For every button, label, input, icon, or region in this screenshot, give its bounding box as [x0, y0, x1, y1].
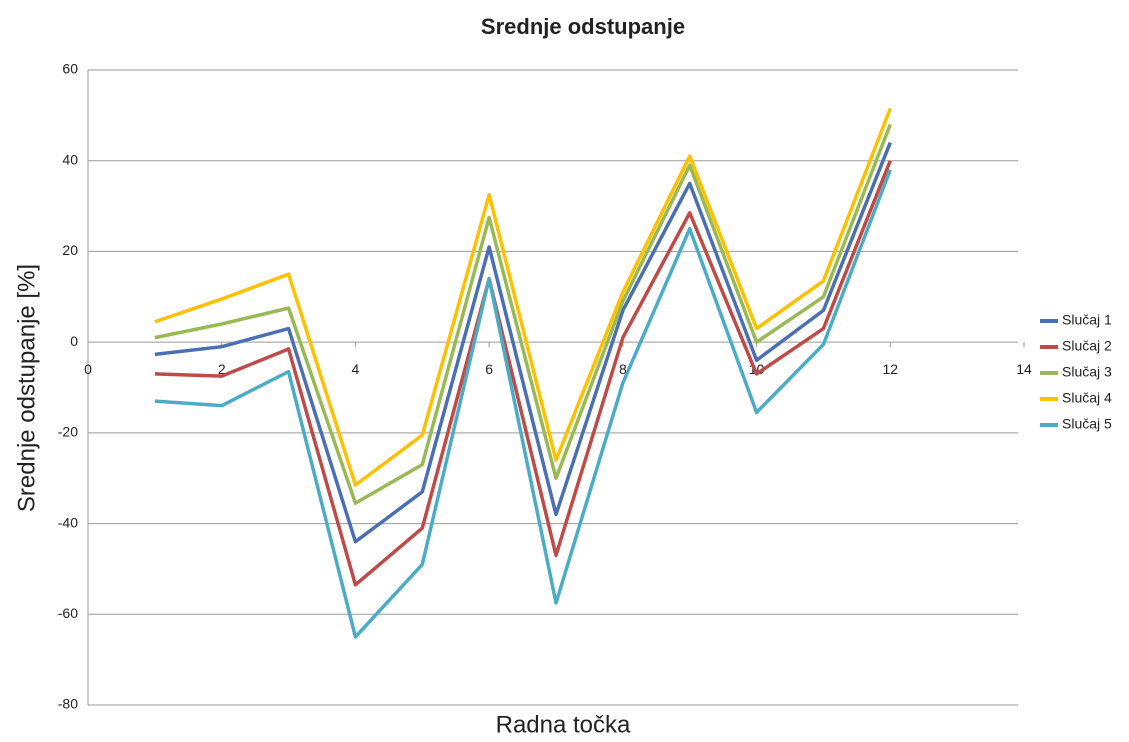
legend-label: Slučaj 2 — [1062, 338, 1112, 354]
y-tick-label: 40 — [62, 151, 78, 167]
series-line — [154, 107, 892, 487]
legend-label: Slučaj 4 — [1062, 390, 1112, 406]
y-tick-label: 0 — [70, 333, 78, 349]
chart-title: Srednje odstupanje — [481, 14, 685, 39]
x-tick-label: 2 — [218, 361, 226, 377]
y-tick-label: -80 — [58, 696, 78, 712]
y-tick-label: 20 — [62, 242, 78, 258]
legend-label: Slučaj 1 — [1062, 312, 1112, 328]
legend-label: Slučaj 3 — [1062, 364, 1112, 380]
series-line — [154, 160, 892, 587]
x-tick-label: 12 — [882, 361, 898, 377]
y-tick-label: -60 — [58, 605, 78, 621]
y-tick-label: -40 — [58, 514, 78, 530]
x-tick-label: 6 — [485, 361, 493, 377]
y-axis-label: Srednje odstupanje [%] — [13, 264, 40, 512]
y-tick-label: 60 — [62, 61, 78, 77]
x-tick-label: 0 — [84, 361, 92, 377]
series-line — [154, 123, 892, 505]
legend-label: Slučaj 5 — [1062, 416, 1112, 432]
series-line — [154, 169, 892, 639]
x-tick-label: 4 — [352, 361, 360, 377]
x-axis-label: Radna točka — [496, 711, 631, 738]
x-tick-label: 14 — [1016, 361, 1032, 377]
series-line — [154, 141, 892, 544]
x-tick-label: 8 — [619, 361, 627, 377]
y-tick-label: -20 — [58, 424, 78, 440]
